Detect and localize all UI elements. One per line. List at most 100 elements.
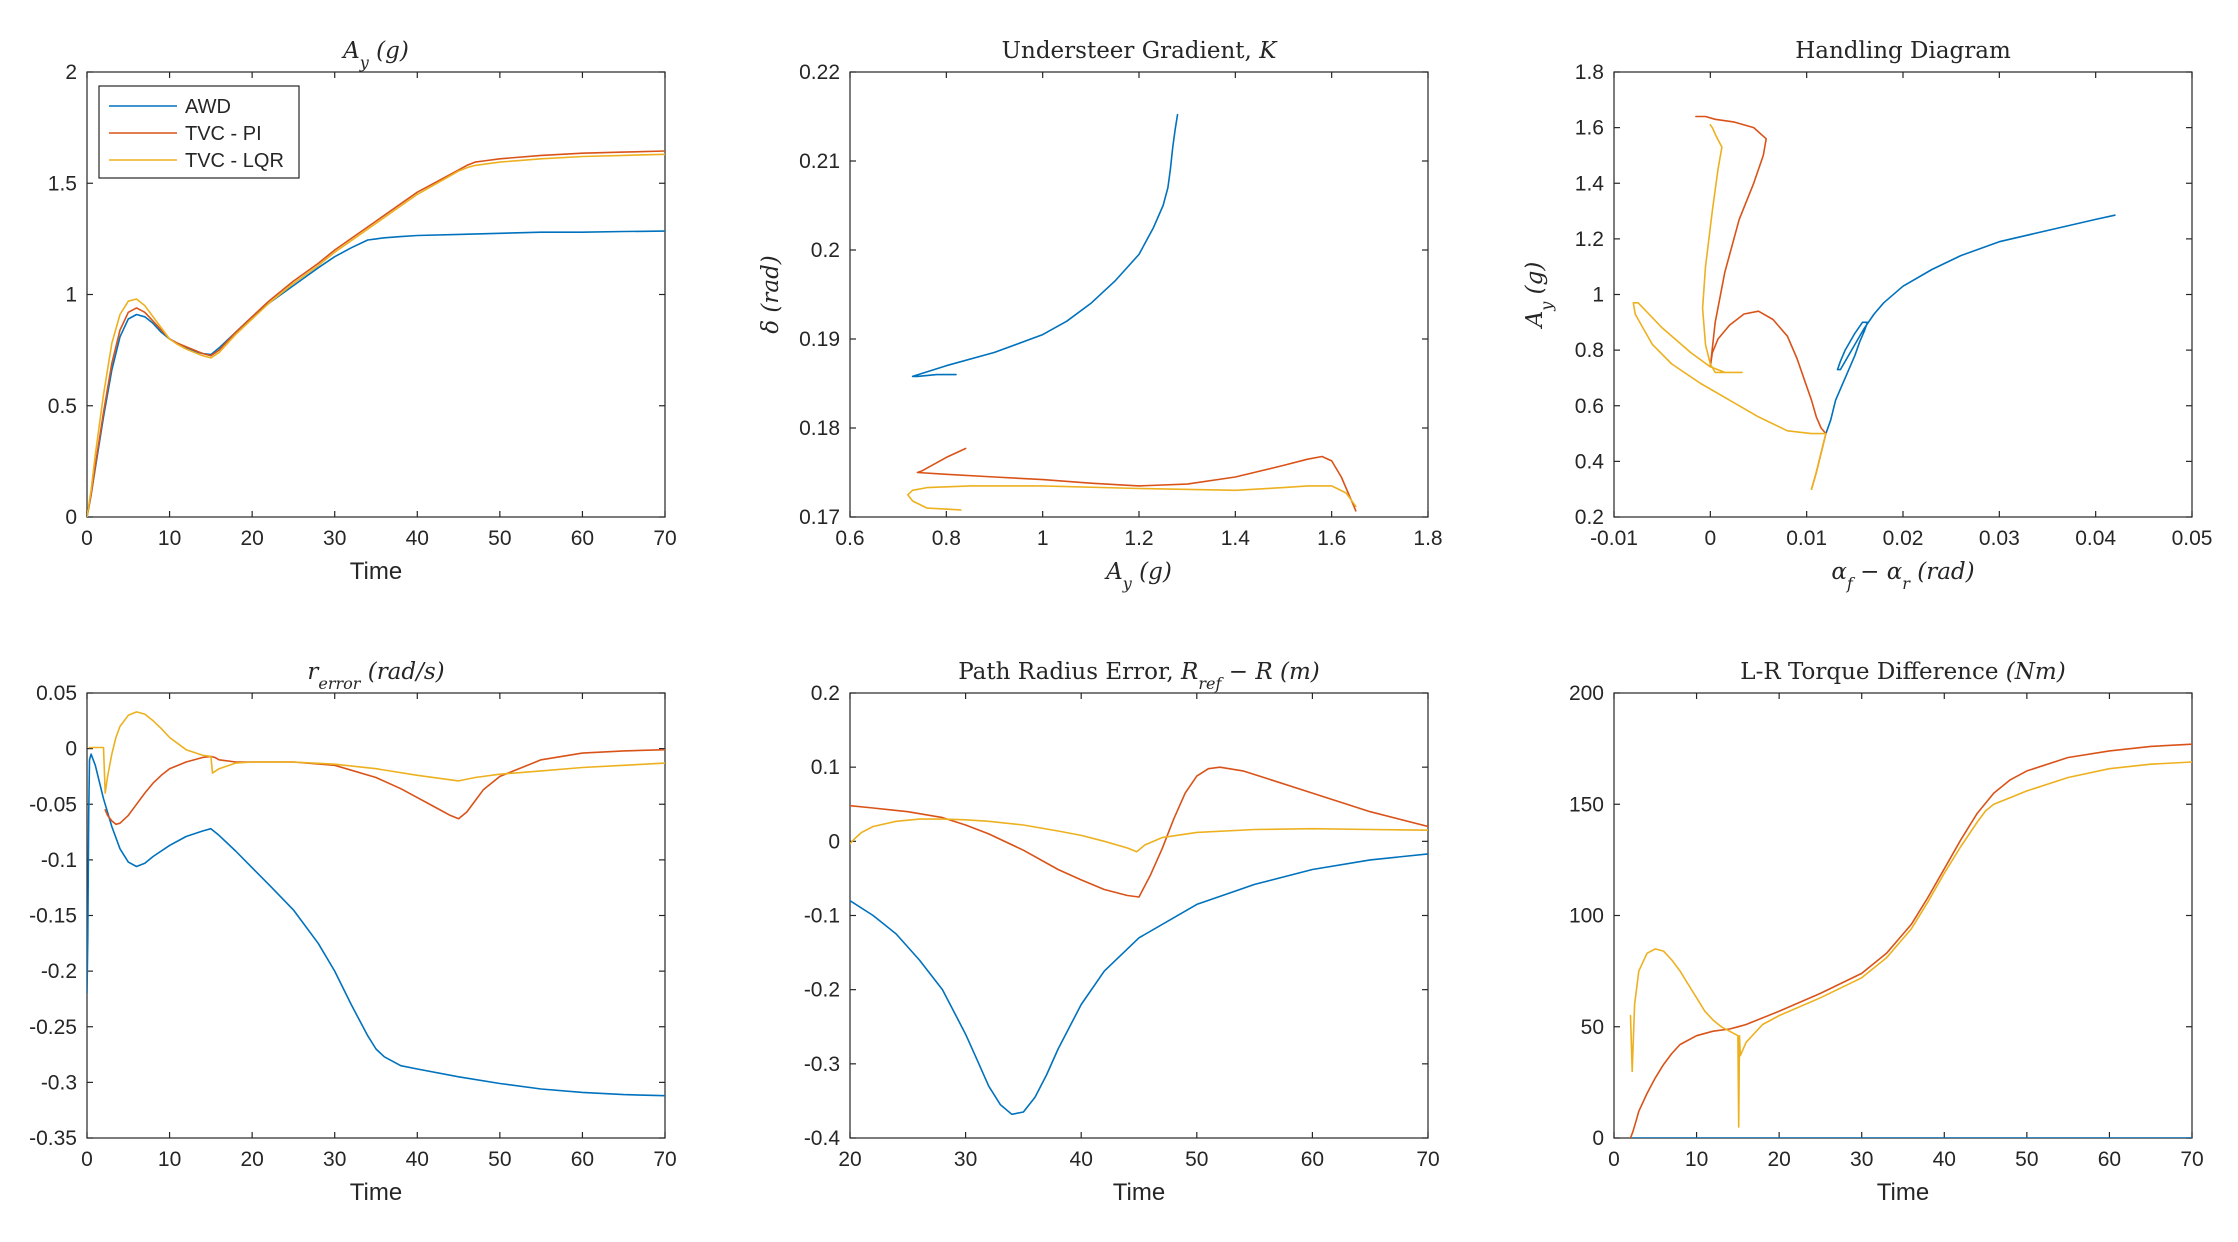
subplot-4: 0 10 20 30 40 50 60 70 -0.35 -0.3 -0.25 -0.2 -0.15 -0… [29, 659, 677, 1206]
series-line-tvc-lqr [850, 818, 1428, 853]
y-tick-label: 1 [65, 284, 77, 307]
series-line-awd [1825, 214, 2116, 435]
x-axis-label: Time [350, 1179, 402, 1206]
axes-box [849, 692, 1429, 1139]
x-tick-label: 30 [954, 1148, 977, 1171]
x-tick-label: 10 [158, 1148, 181, 1171]
x-tick-label: 40 [1933, 1148, 1956, 1171]
y-tick-label: -0.1 [804, 905, 840, 928]
chart-title: L-R Torque Difference (Nm) [1740, 659, 2065, 685]
chart-title: Ay (g) [341, 38, 409, 72]
y-tick-label: 0.18 [799, 417, 840, 440]
y-tick-label: 0.5 [48, 395, 77, 418]
series-line-tvc-pi [850, 766, 1428, 898]
x-axis-label: Time [350, 558, 402, 585]
chart-title: rerror (rad/s) [307, 659, 444, 693]
chart-title: Path Radius Error, Rref − R (m) [958, 659, 1320, 693]
y-tick-label: 1.6 [1575, 117, 1604, 140]
x-tick-label: 10 [158, 527, 181, 550]
x-tick-label: 70 [653, 527, 676, 550]
series-line-tvc-lqr [87, 153, 665, 517]
x-tick-label: 0 [81, 527, 93, 550]
y-tick-label: 1.4 [1575, 172, 1605, 195]
y-tick-label: 150 [1569, 793, 1604, 816]
y-tick-label: 100 [1569, 905, 1604, 928]
legend: AWD TVC - PI TVC - LQR [98, 85, 300, 179]
x-tick-label: 50 [1185, 1148, 1208, 1171]
y-tick-label: -0.35 [29, 1127, 77, 1150]
y-tick-label: 0.19 [799, 328, 840, 351]
y-tick-label: 0.17 [799, 506, 840, 529]
chart-title: Understeer Gradient, K [1002, 38, 1279, 64]
series-line-tvc-lqr [88, 711, 665, 794]
x-axis-label: Time [1113, 1179, 1165, 1206]
x-tick-label: 30 [323, 527, 346, 550]
axes-box [849, 71, 1429, 518]
series-group [87, 150, 665, 517]
y-tick-label: 200 [1569, 682, 1604, 705]
y-tick-label: 0.2 [811, 239, 840, 262]
subplot-6: 0 10 20 30 40 50 60 70 0 50 100 150 200 L-R Torque Di… [1569, 659, 2204, 1206]
axes-box [1613, 71, 2193, 518]
x-tick-label: 0 [1704, 527, 1716, 550]
y-tick-label: -0.3 [41, 1071, 77, 1094]
y-tick-label: -0.05 [29, 793, 77, 816]
series-line-awd [850, 853, 1428, 1116]
x-axis-label: Ay (g) [1104, 559, 1172, 593]
x-tick-label: 60 [1301, 1148, 1324, 1171]
subplot-2: 0.6 0.8 1 1.2 1.4 1.6 1.8 0.17 0.18 0.19 0.2 0.21 0.… [758, 38, 1443, 593]
y-tick-label: 0.05 [36, 682, 77, 705]
series-line-awd [911, 113, 1179, 378]
x-tick-label: 0.02 [1883, 527, 1924, 550]
x-tick-label: 0 [81, 1148, 93, 1171]
x-tick-label: 1 [1037, 527, 1049, 550]
x-tick-label: 1.6 [1317, 527, 1346, 550]
legend-label-tvc-lqr: TVC - LQR [185, 150, 284, 172]
x-axis-label: αf − αr (rad) [1831, 559, 1974, 593]
x-tick-label: 70 [1416, 1148, 1439, 1171]
axes-box [86, 692, 666, 1139]
x-tick-label: 20 [240, 1148, 263, 1171]
y-tick-label: 0 [1592, 1127, 1604, 1150]
series-group [1629, 743, 2192, 1138]
x-tick-label: 30 [1850, 1148, 1873, 1171]
series-line-tvc-pi [87, 150, 665, 517]
chart-title: Handling Diagram [1795, 38, 2011, 64]
y-tick-label: -0.15 [29, 905, 77, 928]
x-tick-label: 0.8 [932, 527, 961, 550]
x-tick-label: 60 [2098, 1148, 2121, 1171]
y-tick-label: 0.2 [811, 682, 840, 705]
x-tick-label: 10 [1685, 1148, 1708, 1171]
x-tick-label: 40 [406, 527, 429, 550]
x-tick-label: 40 [1070, 1148, 1093, 1171]
x-tick-label: 20 [838, 1148, 861, 1171]
y-tick-label: 1.2 [1575, 228, 1604, 251]
x-tick-label: 1.4 [1221, 527, 1251, 550]
series-line-tvc-lqr [1632, 124, 1827, 491]
y-tick-label: 0.1 [811, 756, 840, 779]
subplot-3: -0.01 0 0.01 0.02 0.03 0.04 0.05 0.2 0.4 0.6 0.8 1 1… [1522, 38, 2212, 593]
x-tick-label: 70 [653, 1148, 676, 1171]
x-tick-label: 40 [406, 1148, 429, 1171]
x-tick-label: 0 [1608, 1148, 1620, 1171]
series-group [850, 766, 1428, 1116]
x-tick-label: 0.04 [2075, 527, 2116, 550]
y-tick-label: 0.6 [1575, 395, 1604, 418]
y-tick-label: -0.3 [804, 1053, 840, 1076]
x-tick-label: 50 [2015, 1148, 2038, 1171]
x-tick-label: 1.8 [1413, 527, 1442, 550]
y-tick-label: 0.2 [1575, 506, 1604, 529]
y-tick-label: -0.4 [804, 1127, 841, 1150]
x-tick-label: 60 [571, 1148, 594, 1171]
x-tick-label: 50 [488, 527, 511, 550]
series-line-tvc-pi [916, 447, 1357, 512]
y-tick-label: 1 [1592, 284, 1604, 307]
x-tick-label: 20 [1767, 1148, 1790, 1171]
y-tick-label: 1.8 [1575, 61, 1604, 84]
subplot-5: 20 30 40 50 60 70 -0.4 -0.3 -0.2 -0.1 0 0.1 0.2 Path … [804, 659, 1440, 1206]
y-tick-label: 0.8 [1575, 339, 1604, 362]
x-tick-label: 0.01 [1786, 527, 1827, 550]
x-tick-label: 1.2 [1124, 527, 1153, 550]
x-tick-label: 0.03 [1979, 527, 2020, 550]
y-tick-label: 0 [65, 738, 77, 761]
